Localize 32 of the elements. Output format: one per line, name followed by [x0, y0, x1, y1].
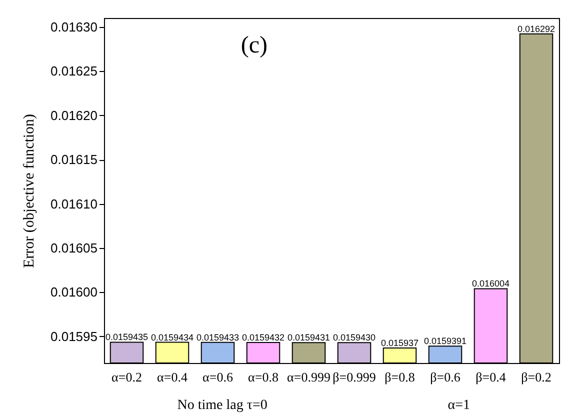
x-tick-label: α=0.6 — [202, 370, 234, 384]
data-label: 0.0159430 — [332, 332, 376, 343]
y-tick-label: 0.01605 — [50, 240, 98, 256]
x-tick-label: α=0.999 — [287, 370, 330, 384]
data-label: 0.0159431 — [287, 332, 330, 343]
data-label: 0.0159435 — [105, 332, 148, 342]
x-tick-label: β=0.2 — [521, 370, 552, 384]
data-label: 0.016004 — [472, 278, 510, 289]
y-tick-label: 0.01615 — [50, 152, 98, 168]
data-label: 0.015937 — [380, 338, 419, 348]
x-tick-label: α=0.2 — [112, 370, 142, 384]
annotation: (c) — [240, 32, 268, 59]
x-tick-label: β=0.8 — [384, 370, 415, 384]
data-label: 0.0159391 — [424, 336, 467, 346]
x-tick-label: β=0.4 — [476, 370, 506, 384]
data-label: 0.0159433 — [196, 332, 240, 342]
x-tick-label: β=0.999 — [332, 370, 376, 384]
x-tick-label: β=0.6 — [430, 370, 461, 384]
data-label: 0.0159432 — [242, 332, 285, 342]
text: α=1 — [448, 398, 470, 413]
data-label: 0.016292 — [517, 24, 556, 34]
y-tick-label: 0.01630 — [50, 19, 98, 34]
x-tick-label: α=0.4 — [157, 370, 188, 384]
y-tick-label: 0.01610 — [50, 196, 98, 212]
x-tick-label: α=0.8 — [248, 370, 278, 384]
text: No time lag τ=0 — [177, 398, 268, 413]
y-tick-label: 0.01625 — [50, 64, 98, 79]
y-tick-label: 0.01620 — [50, 108, 98, 123]
data-label: 0.0159434 — [150, 332, 194, 342]
y-tick-label: 0.01600 — [50, 284, 98, 300]
y-tick-label: 0.01595 — [50, 328, 98, 344]
y-axis-title: Error (objective function) — [22, 114, 38, 268]
